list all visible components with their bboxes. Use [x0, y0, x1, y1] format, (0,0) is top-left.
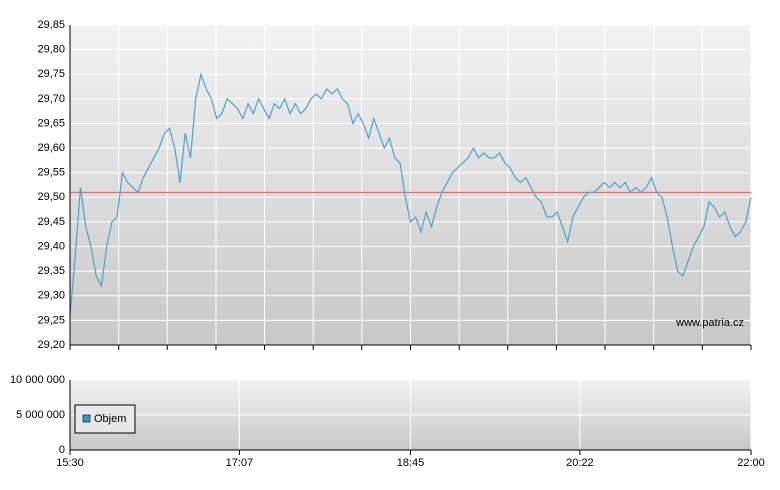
y-tick-label: 0 [59, 444, 65, 456]
x-tick-label: 20:22 [566, 457, 594, 469]
y-tick-label: 29,70 [37, 93, 65, 105]
y-tick-label: 29,65 [37, 117, 65, 129]
y-tick-label: 29,80 [37, 44, 65, 56]
y-tick-label: 10 000 000 [10, 374, 65, 386]
y-tick-label: 29,20 [37, 339, 65, 351]
y-tick-label: 29,85 [37, 19, 65, 31]
y-tick-label: 29,60 [37, 142, 65, 154]
y-tick-label: 29,45 [37, 216, 65, 228]
y-tick-label: 29,25 [37, 314, 65, 326]
x-tick-label: 15:30 [56, 457, 84, 469]
x-tick-label: 17:07 [226, 457, 254, 469]
y-tick-label: 5 000 000 [16, 409, 65, 421]
price-line [69, 71, 752, 316]
legend-label: Objem [94, 413, 126, 425]
legend-swatch [82, 414, 91, 423]
y-tick-label: 29,50 [37, 191, 65, 203]
x-tick-label: 22:00 [737, 457, 765, 469]
y-tick-label: 29,55 [37, 167, 65, 179]
watermark: www.patria.cz [675, 317, 744, 329]
y-tick-label: 29,35 [37, 265, 65, 277]
y-tick-label: 29,40 [37, 240, 65, 252]
y-tick-label: 29,75 [37, 68, 65, 80]
legend-box [74, 404, 136, 434]
x-tick-label: 18:45 [397, 457, 425, 469]
y-tick-label: 29,30 [37, 290, 65, 302]
